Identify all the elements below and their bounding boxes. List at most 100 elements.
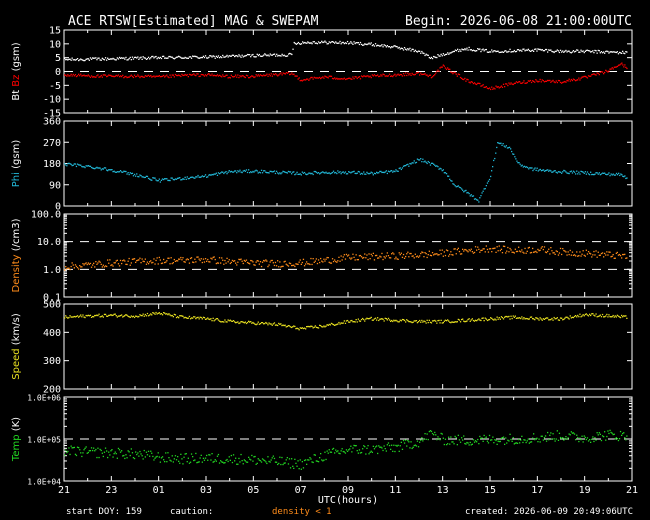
data-point — [455, 50, 458, 52]
data-point — [380, 446, 382, 448]
data-point — [265, 171, 267, 173]
data-point — [354, 321, 356, 323]
data-point — [530, 50, 533, 52]
data-point — [434, 74, 436, 76]
data-point — [340, 255, 342, 257]
data-point — [116, 75, 118, 77]
data-point — [462, 318, 464, 320]
data-point — [435, 253, 437, 255]
data-point — [599, 254, 601, 256]
data-point — [159, 313, 161, 315]
data-point — [392, 450, 394, 452]
data-point — [303, 171, 306, 174]
data-point — [604, 431, 606, 433]
data-point — [224, 462, 226, 464]
data-point — [575, 50, 577, 52]
data-point — [160, 457, 163, 459]
data-point — [135, 175, 137, 177]
data-point — [353, 256, 355, 258]
data-point — [101, 168, 103, 170]
data-point — [314, 454, 316, 456]
data-point — [439, 55, 441, 57]
data-point — [121, 57, 123, 59]
data-point — [198, 75, 200, 78]
data-point — [376, 171, 378, 173]
data-point — [66, 75, 68, 77]
data-point — [132, 315, 135, 317]
data-point — [98, 167, 100, 169]
data-point — [225, 262, 227, 264]
data-point — [143, 449, 145, 452]
data-point — [606, 251, 608, 253]
data-point — [285, 263, 287, 265]
data-point — [129, 316, 131, 318]
data-point — [276, 74, 278, 76]
data-point — [523, 439, 525, 441]
data-point — [135, 451, 137, 453]
y-tick-label: 0.1 — [43, 293, 61, 304]
data-point — [140, 175, 142, 177]
y-axis-label-speed: Speed (km/s) — [11, 313, 22, 380]
data-point — [102, 264, 104, 266]
data-point — [408, 320, 410, 323]
data-point — [121, 262, 123, 265]
data-point — [519, 317, 521, 319]
data-point — [255, 463, 257, 465]
data-point — [622, 316, 624, 318]
data-point — [281, 265, 283, 268]
data-point — [424, 160, 426, 162]
data-point — [507, 439, 509, 441]
data-point — [320, 453, 322, 455]
data-point — [324, 260, 326, 262]
y-tick-label: 1.0 — [43, 265, 61, 276]
data-point — [279, 73, 281, 75]
data-point — [241, 460, 243, 462]
data-point — [443, 443, 445, 446]
data-point — [392, 252, 394, 254]
data-point — [87, 451, 89, 454]
data-point — [615, 437, 617, 439]
data-point — [121, 450, 123, 452]
data-point — [479, 197, 481, 199]
data-point — [129, 56, 131, 59]
data-point — [296, 465, 298, 467]
data-point — [473, 251, 476, 254]
data-point — [202, 258, 205, 260]
data-point — [214, 173, 216, 175]
data-point — [125, 170, 127, 173]
x-tick-label: 13 — [437, 485, 449, 496]
data-point — [608, 314, 610, 316]
data-point — [303, 42, 305, 44]
data-point — [256, 323, 258, 325]
data-point — [136, 173, 138, 175]
y-tick-label: 10.0 — [37, 237, 61, 248]
data-point — [332, 447, 335, 450]
data-point — [142, 313, 144, 315]
data-point — [484, 86, 486, 88]
data-point — [199, 176, 201, 178]
data-point — [476, 320, 478, 322]
data-point — [343, 77, 345, 79]
x-axis-label: UTC(hours) — [318, 495, 378, 506]
data-point — [210, 257, 212, 259]
data-point — [295, 75, 297, 77]
data-point — [461, 48, 463, 50]
data-point — [448, 175, 450, 177]
data-point — [606, 70, 608, 72]
data-point — [256, 170, 258, 172]
data-point — [135, 76, 137, 78]
data-point — [601, 435, 604, 437]
data-point — [358, 76, 361, 78]
data-point — [224, 319, 226, 321]
data-point — [72, 73, 74, 76]
data-point — [398, 46, 400, 49]
data-point — [466, 47, 468, 49]
data-point — [118, 76, 121, 78]
data-point — [228, 55, 230, 57]
data-point — [324, 451, 326, 453]
data-point — [297, 173, 299, 175]
data-point — [407, 251, 409, 253]
series-speed — [64, 311, 628, 331]
data-point — [293, 325, 295, 327]
data-point — [605, 69, 607, 71]
